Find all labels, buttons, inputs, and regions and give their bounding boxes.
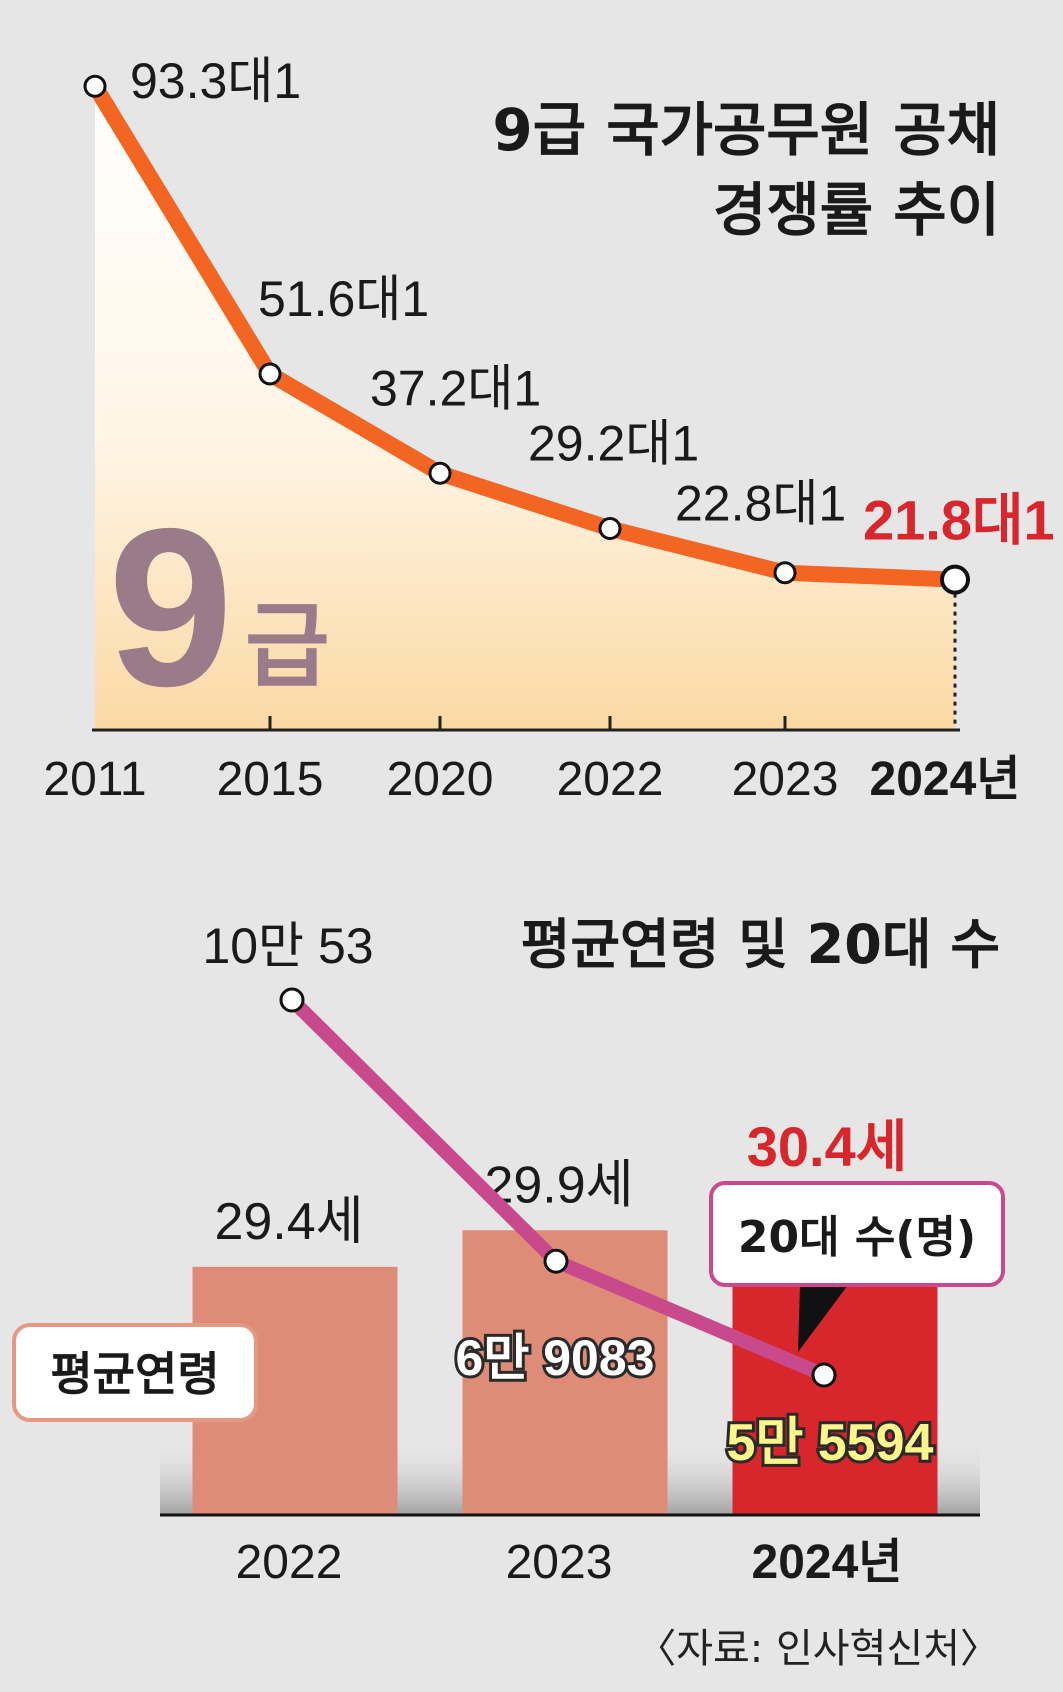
- age-bar: [462, 1230, 668, 1515]
- age-bar-label: 29.4세: [214, 1193, 363, 1251]
- rate-data-label: 51.6대1: [258, 271, 429, 327]
- count-label: 6만 9083: [456, 1330, 655, 1386]
- top-chart-subtitle: 경쟁률 추이: [713, 176, 1000, 244]
- age-and-twenties-chart: 29.4세 29.9세 30.4세 10만 53 6만 9083 5만 5594 202…: [12, 913, 1005, 1672]
- rate-line: [87, 78, 963, 588]
- rate-data-label: 37.2대1: [370, 360, 541, 416]
- age-bar-label: 30.4세: [747, 1115, 908, 1178]
- callout-pointer: [798, 1285, 848, 1352]
- source-note: 〈자료: 인사혁신처〉: [636, 1626, 1000, 1672]
- callout-box: [709, 1181, 1005, 1287]
- rate-point: [940, 564, 970, 595]
- x-tick-label: 2022: [236, 1536, 343, 1589]
- rate-data-label: 22.8대1: [675, 476, 846, 532]
- legend-average-age: 평균연령: [12, 1323, 258, 1422]
- x-tick-label: 2011: [43, 753, 146, 806]
- rate-point: [598, 517, 622, 540]
- rate-point: [83, 74, 107, 98]
- x-tick-label: 2015: [217, 753, 324, 806]
- rate-point: [773, 561, 797, 585]
- legend-label: 평균연령: [50, 1347, 219, 1401]
- top-chart-title: 9급 국가공무원 공채: [492, 96, 1000, 164]
- count-point: [279, 987, 305, 1013]
- age-bar-label: 29.9세: [484, 1156, 633, 1214]
- rate-data-label: 93.3대1: [130, 53, 301, 109]
- count-point: [811, 1362, 837, 1388]
- count-label: 10만 53: [202, 918, 373, 974]
- x-tick-label: 2020: [387, 753, 494, 806]
- legend-box: [12, 1323, 258, 1422]
- x-tick-label: 2023: [732, 753, 839, 806]
- callout-twenties-count: 20대 수(명): [709, 1181, 1005, 1352]
- rate-data-label: 29.2대1: [528, 416, 699, 472]
- count-label-highlight: 5만 5594: [727, 1414, 934, 1472]
- x-tick-label: 2024년: [752, 1536, 903, 1589]
- x-tick-label: 2022: [557, 753, 664, 806]
- x-tick-label: 2023: [506, 1536, 613, 1589]
- rate-data-label: 21.8대1: [863, 489, 1055, 552]
- x-tick-label: 2024년: [870, 753, 1021, 806]
- callout-label: 20대 수(명): [738, 1212, 976, 1263]
- bottom-chart-title: 평균연령 및 20대 수: [521, 913, 1000, 976]
- watermark-number: 9: [108, 481, 233, 733]
- count-point: [543, 1248, 569, 1274]
- watermark-suffix: 급: [245, 593, 330, 700]
- rate-point: [428, 461, 452, 485]
- rate-point: [258, 362, 282, 386]
